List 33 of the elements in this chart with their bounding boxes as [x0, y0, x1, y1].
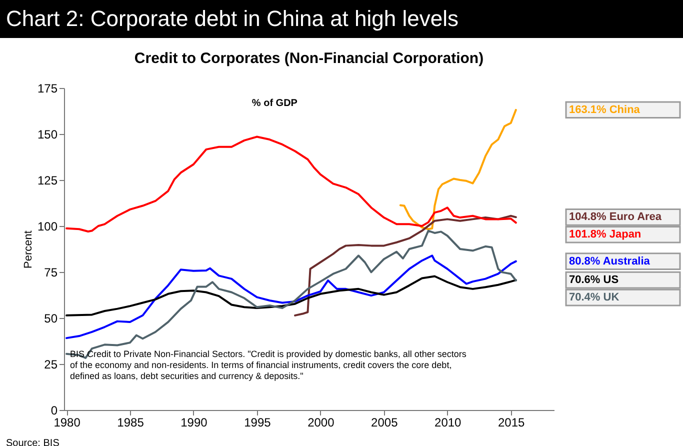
chart-subtitle: Credit to Corporates (Non-Financial Corporation) — [134, 50, 484, 67]
line-series — [66, 275, 517, 316]
y-tick-label: 0 — [50, 404, 58, 418]
x-tick-label: 2000 — [308, 416, 335, 430]
x-tick-label: 1985 — [117, 416, 144, 430]
source-note: Source: BIS — [6, 438, 60, 446]
text: 70.4% UK — [569, 292, 620, 304]
y-axis-title: Percent — [22, 230, 34, 268]
chart-title: Chart 2: Corporate debt in China at high levels — [0, 0, 683, 38]
x-tick-label: 1980 — [54, 416, 81, 430]
text: 163.1% China — [569, 104, 640, 116]
line-series — [66, 230, 517, 359]
y-tick-label: 75 — [44, 266, 58, 280]
line-series — [294, 214, 517, 316]
line-series — [399, 108, 517, 230]
x-tick-label: 1990 — [180, 416, 208, 430]
y-tick-label: 100 — [37, 220, 58, 234]
y-tick-label: 50 — [44, 312, 58, 326]
text: 104.8% Euro Area — [569, 211, 662, 224]
x-tick-label: 2005 — [371, 416, 398, 430]
y-tick-label: 25 — [44, 358, 58, 372]
annotation: % of GDP — [252, 98, 298, 109]
y-tick-label: 175 — [37, 82, 58, 96]
y-tick-label: 150 — [37, 128, 58, 142]
text: 101.8% Japan — [569, 228, 642, 241]
x-tick-label: 1995 — [244, 416, 272, 430]
x-tick-label: 2010 — [434, 416, 462, 430]
line-series — [66, 254, 517, 340]
line-series — [66, 136, 517, 233]
text: 70.6% US — [569, 274, 619, 286]
y-tick-label: 125 — [37, 174, 58, 188]
text: 80.8% Australia — [569, 255, 650, 268]
x-tick-label: 2015 — [498, 416, 526, 430]
